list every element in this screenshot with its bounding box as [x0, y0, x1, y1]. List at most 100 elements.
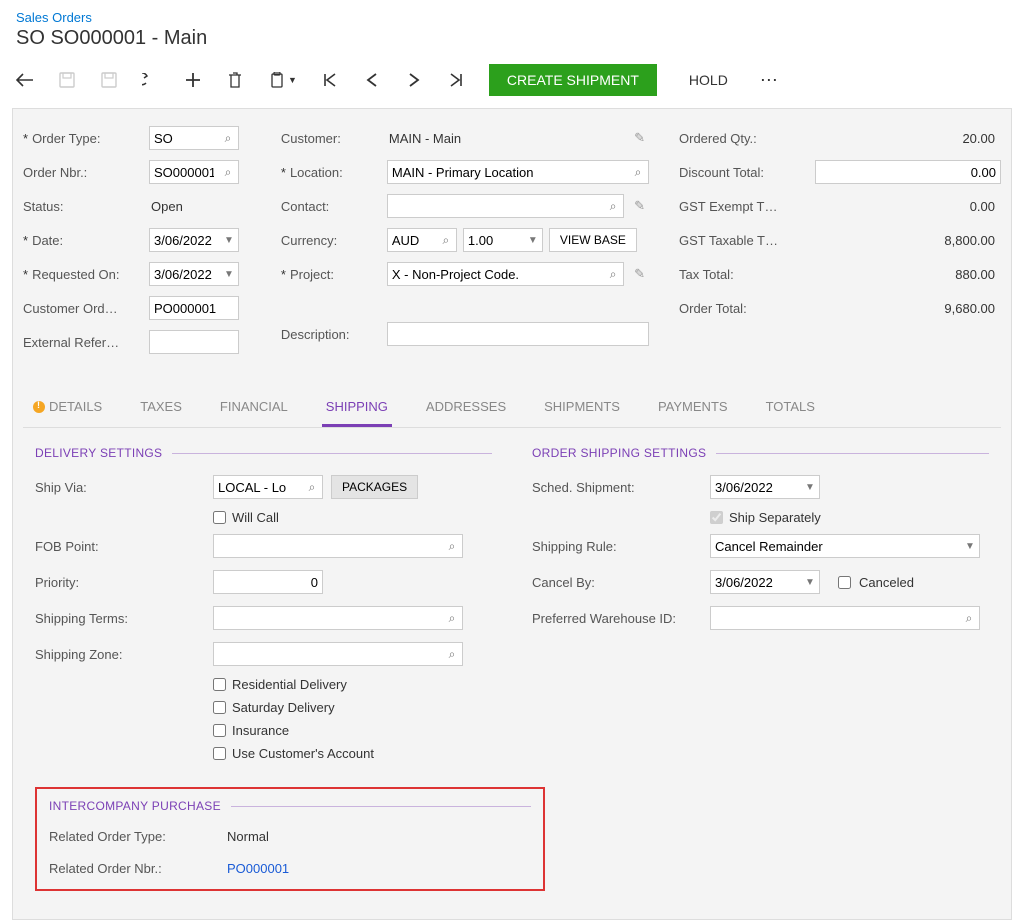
- status-label: Status:: [23, 199, 143, 214]
- date-input[interactable]: ▼: [149, 228, 239, 252]
- delete-icon[interactable]: [226, 71, 244, 89]
- gst-exempt-value: 0.00: [815, 199, 1001, 214]
- will-call-checkbox[interactable]: [213, 511, 226, 524]
- create-shipment-button[interactable]: CREATE SHIPMENT: [489, 64, 657, 96]
- fob-point-input[interactable]: ⌕: [213, 534, 463, 558]
- order-shipping-header: ORDER SHIPPING SETTINGS: [532, 446, 706, 460]
- rel-order-nbr-link[interactable]: PO000001: [227, 861, 289, 876]
- view-base-button[interactable]: VIEW BASE: [549, 228, 637, 252]
- external-ref-label: External Refer…: [23, 335, 143, 350]
- search-icon[interactable]: ⌕: [442, 611, 462, 626]
- priority-input[interactable]: [213, 570, 323, 594]
- search-icon[interactable]: ⌕: [442, 539, 462, 554]
- breadcrumb[interactable]: Sales Orders: [16, 10, 1008, 25]
- tab-financial[interactable]: FINANCIAL: [216, 391, 292, 427]
- requested-on-input[interactable]: ▼: [149, 262, 239, 286]
- cancel-by-input[interactable]: ▼: [710, 570, 820, 594]
- more-actions-icon[interactable]: ⋯: [760, 70, 780, 91]
- pref-warehouse-label: Preferred Warehouse ID:: [532, 611, 702, 626]
- tab-shipments[interactable]: SHIPMENTS: [540, 391, 624, 427]
- tax-total-value: 880.00: [815, 267, 1001, 282]
- clipboard-icon[interactable]: [268, 71, 286, 89]
- shipping-rule-label: Shipping Rule:: [532, 539, 702, 554]
- tax-total-label: Tax Total:: [679, 267, 809, 282]
- chevron-down-icon[interactable]: ▼: [220, 269, 238, 280]
- search-icon[interactable]: ⌕: [628, 165, 648, 180]
- tab-addresses[interactable]: ADDRESSES: [422, 391, 510, 427]
- pref-warehouse-input[interactable]: ⌕: [710, 606, 980, 630]
- order-type-input[interactable]: ⌕: [149, 126, 239, 150]
- search-icon[interactable]: ⌕: [302, 480, 322, 495]
- residential-checkbox[interactable]: [213, 678, 226, 691]
- chevron-down-icon[interactable]: ▼: [220, 235, 238, 246]
- external-ref-input[interactable]: [149, 330, 239, 354]
- ordered-qty-value: 20.00: [815, 131, 1001, 146]
- currency-rate-input[interactable]: ▼: [463, 228, 543, 252]
- search-icon[interactable]: ⌕: [959, 611, 979, 626]
- sched-shipment-input[interactable]: ▼: [710, 475, 820, 499]
- first-icon[interactable]: [321, 71, 339, 89]
- search-icon[interactable]: ⌕: [603, 267, 623, 282]
- location-input[interactable]: ⌕: [387, 160, 649, 184]
- edit-icon[interactable]: ✎: [630, 130, 649, 146]
- add-icon[interactable]: [184, 71, 202, 89]
- contact-label: Contact:: [281, 199, 381, 214]
- edit-icon[interactable]: ✎: [630, 266, 649, 282]
- ordered-qty-label: Ordered Qty.:: [679, 131, 809, 146]
- search-icon[interactable]: ⌕: [442, 647, 462, 662]
- chevron-down-icon[interactable]: ▼: [961, 541, 979, 552]
- save-icon[interactable]: [58, 71, 76, 89]
- order-type-label: Order Type:: [23, 131, 143, 146]
- rel-order-type-label: Related Order Type:: [49, 829, 219, 844]
- intercompany-panel: INTERCOMPANY PURCHASE Related Order Type…: [35, 787, 545, 891]
- canceled-checkbox[interactable]: [838, 576, 851, 589]
- chevron-down-icon[interactable]: ▼: [801, 577, 819, 588]
- ship-separately-label: Ship Separately: [729, 510, 821, 525]
- edit-icon[interactable]: ✎: [630, 198, 649, 214]
- shipping-rule-input[interactable]: ▼: [710, 534, 980, 558]
- page-title: SO SO000001 - Main: [16, 27, 1008, 50]
- tab-totals[interactable]: TOTALS: [762, 391, 819, 427]
- chevron-down-icon[interactable]: ▼: [524, 235, 542, 246]
- project-label: Project:: [281, 267, 381, 282]
- tab-shipping[interactable]: SHIPPING: [322, 391, 392, 427]
- insurance-checkbox[interactable]: [213, 724, 226, 737]
- warning-icon: [33, 401, 45, 413]
- use-cust-acct-checkbox[interactable]: [213, 747, 226, 760]
- status-value: Open: [149, 199, 183, 214]
- saturday-checkbox[interactable]: [213, 701, 226, 714]
- tab-payments[interactable]: PAYMENTS: [654, 391, 732, 427]
- search-icon[interactable]: ⌕: [218, 131, 238, 146]
- gst-exempt-label: GST Exempt T…: [679, 199, 809, 214]
- project-input[interactable]: ⌕: [387, 262, 624, 286]
- description-input[interactable]: [387, 322, 649, 346]
- search-icon[interactable]: ⌕: [603, 199, 623, 214]
- prev-icon[interactable]: [363, 71, 381, 89]
- tab-details[interactable]: DETAILS: [29, 391, 106, 427]
- search-icon[interactable]: ⌕: [218, 165, 238, 180]
- customer-label: Customer:: [281, 131, 381, 146]
- will-call-label: Will Call: [232, 510, 279, 525]
- last-icon[interactable]: [447, 71, 465, 89]
- search-icon[interactable]: ⌕: [436, 233, 456, 248]
- back-icon[interactable]: [16, 71, 34, 89]
- discount-total-input[interactable]: [815, 160, 1001, 184]
- insurance-label: Insurance: [232, 723, 289, 738]
- chevron-down-icon[interactable]: ▼: [801, 482, 819, 493]
- save-close-icon[interactable]: [100, 71, 118, 89]
- shipping-zone-input[interactable]: ⌕: [213, 642, 463, 666]
- tab-taxes[interactable]: TAXES: [136, 391, 186, 427]
- customer-ord-input[interactable]: [149, 296, 239, 320]
- packages-button[interactable]: PACKAGES: [331, 475, 418, 499]
- ship-via-input[interactable]: ⌕: [213, 475, 323, 499]
- undo-icon[interactable]: [142, 71, 160, 89]
- order-nbr-input[interactable]: ⌕: [149, 160, 239, 184]
- priority-label: Priority:: [35, 575, 205, 590]
- contact-input[interactable]: ⌕: [387, 194, 624, 218]
- next-icon[interactable]: [405, 71, 423, 89]
- fob-point-label: FOB Point:: [35, 539, 205, 554]
- shipping-terms-input[interactable]: ⌕: [213, 606, 463, 630]
- hold-button[interactable]: HOLD: [681, 64, 736, 96]
- currency-code-input[interactable]: ⌕: [387, 228, 457, 252]
- clipboard-caret-icon[interactable]: ▼: [288, 75, 297, 85]
